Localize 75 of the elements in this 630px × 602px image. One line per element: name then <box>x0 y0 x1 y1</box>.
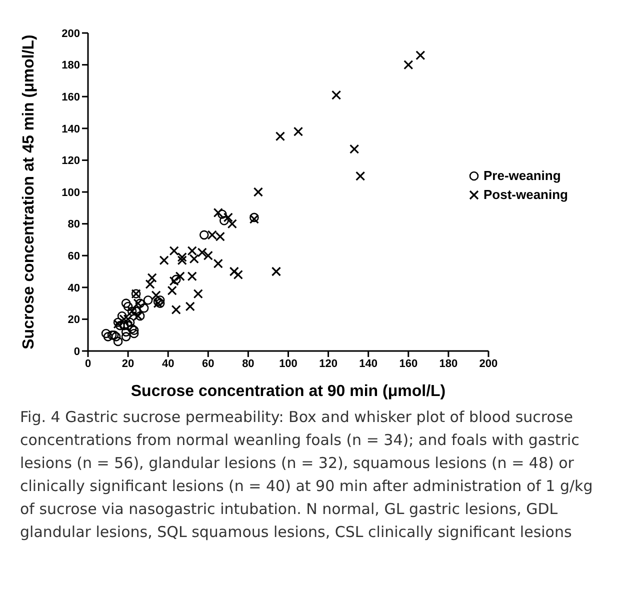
y-tick-label: 180 <box>62 60 80 72</box>
point <box>220 216 229 226</box>
y-tick-label: 40 <box>68 282 80 294</box>
point <box>229 266 239 276</box>
point <box>293 126 304 136</box>
y-tick-label: 60 <box>68 250 80 263</box>
legend-label: Post-weaning <box>483 187 568 202</box>
point <box>119 314 129 324</box>
point <box>121 332 131 342</box>
y-axis-title: Sucrose concentration at 45 min (μmol/L) <box>20 34 38 350</box>
y-tick-label: 120 <box>62 155 80 168</box>
x-tick-label: 20 <box>122 358 134 370</box>
point <box>127 324 137 334</box>
point <box>185 302 195 312</box>
point <box>101 328 111 338</box>
x-tick-label: 60 <box>202 358 214 370</box>
point <box>233 270 243 280</box>
point <box>187 271 197 282</box>
caption: Fig. 4 Gastric sucrose permeability: Box and whisker plot of blood sucrose concentrations from normal weanling foals (n = 34); and foals with gastric lesions (n = 56), glandular lesions (n = 32), squamous lesions (n = 48) or clinically significant lesions (n = 40) at 90 min after administration of 1 g/kg of sucrose via nasogastric intubation. N normal, GL gastric lesions, GDL glandular lesions, SQL squamous lesions, CSL clinically significant lesions <box>20 407 594 543</box>
x-tick-label: 120 <box>319 358 338 370</box>
point <box>177 256 187 266</box>
x-tick-label: 180 <box>439 358 458 370</box>
point <box>139 303 149 313</box>
point <box>275 132 286 142</box>
point <box>151 290 161 300</box>
point <box>169 246 179 256</box>
point <box>177 252 187 262</box>
point <box>253 187 264 197</box>
x-axis-title: Sucrose concentration at 90 min (μmol/L) <box>130 383 446 400</box>
y-tick-label: 100 <box>62 186 80 199</box>
point <box>218 210 227 219</box>
point <box>271 266 282 276</box>
point <box>404 60 414 70</box>
point <box>332 90 342 100</box>
point <box>117 311 127 321</box>
x-tick-label: 140 <box>359 358 378 370</box>
point <box>189 254 199 264</box>
point <box>121 298 131 308</box>
point <box>159 256 169 266</box>
point <box>123 302 133 312</box>
y-tick-label: 200 <box>62 28 80 40</box>
point <box>147 273 157 283</box>
point <box>213 208 223 218</box>
x-tick-label: 100 <box>279 358 298 370</box>
point <box>167 286 177 296</box>
x-tick-label: 160 <box>399 358 418 370</box>
point <box>175 271 185 282</box>
y-tick-label: 80 <box>68 218 80 231</box>
x-tick-label: 80 <box>242 358 254 370</box>
y-tick-label: 140 <box>62 123 80 136</box>
point <box>123 314 133 324</box>
point <box>113 336 123 346</box>
x-tick-label: 200 <box>479 358 498 370</box>
point <box>103 332 113 342</box>
point <box>199 230 209 240</box>
point <box>223 212 233 222</box>
legend-label: Pre-weaning <box>483 168 561 183</box>
y-tick-label: 20 <box>68 314 80 326</box>
point <box>153 297 163 306</box>
x-tick-label: 40 <box>162 358 174 370</box>
point <box>356 171 366 181</box>
point <box>227 219 237 229</box>
point <box>129 326 139 335</box>
point <box>193 288 203 299</box>
point <box>350 144 360 154</box>
x-tick-label: 0 <box>84 358 92 370</box>
point <box>416 50 426 60</box>
point <box>213 258 223 268</box>
point <box>203 250 213 260</box>
point <box>143 295 153 305</box>
point <box>171 304 181 314</box>
y-tick-label: 160 <box>62 92 80 104</box>
point <box>145 279 155 290</box>
point <box>129 328 139 338</box>
y-tick-label: 0 <box>74 346 80 358</box>
